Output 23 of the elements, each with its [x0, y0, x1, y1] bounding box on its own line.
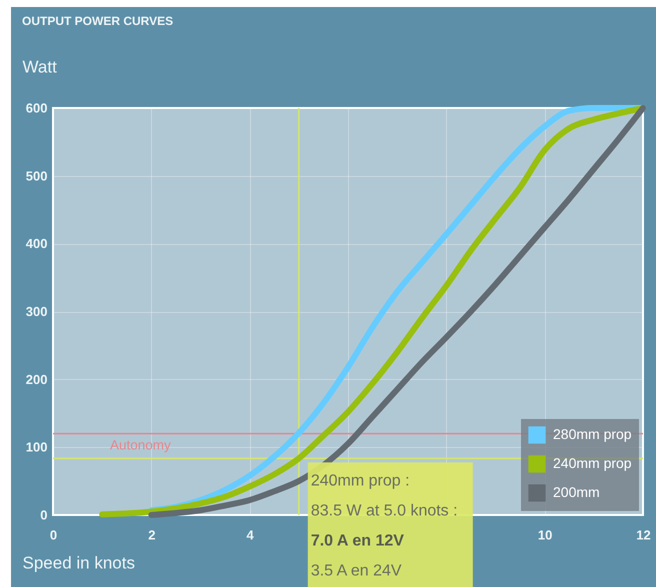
y-axis-title: Watt	[22, 58, 58, 76]
x-tick-label: 12	[636, 528, 651, 542]
x-axis-title: Speed in knots	[22, 554, 135, 572]
legend-label: 280mm prop	[553, 426, 632, 442]
x-tick-label: 0	[50, 528, 58, 542]
y-tick-label: 100	[26, 440, 48, 455]
y-tick-label: 600	[26, 100, 48, 116]
text: 3.5 A en 24V	[310, 562, 402, 580]
y-tick-label: 300	[26, 304, 48, 319]
legend-label: 240mm prop	[553, 455, 632, 471]
x-tick-label: 10	[538, 528, 552, 542]
y-tick-label: 400	[26, 236, 48, 252]
y-tick-label: 0	[40, 508, 48, 522]
chart-title: OUTPUT POWER CURVES	[22, 14, 174, 28]
y-tick-label: 500	[26, 168, 48, 184]
x-tick-label: 4	[246, 528, 255, 542]
ref-line-label: Autonomy	[110, 438, 172, 453]
y-tick-label: 200	[26, 372, 48, 387]
annotation: 83.5 W at 5.0 knots :	[310, 502, 458, 520]
legend-label: 200mm	[553, 484, 600, 500]
text: 7.0 A en 12V	[310, 532, 404, 550]
x-tick-label: 2	[148, 528, 156, 542]
annotation: 240mm prop :	[310, 472, 410, 490]
